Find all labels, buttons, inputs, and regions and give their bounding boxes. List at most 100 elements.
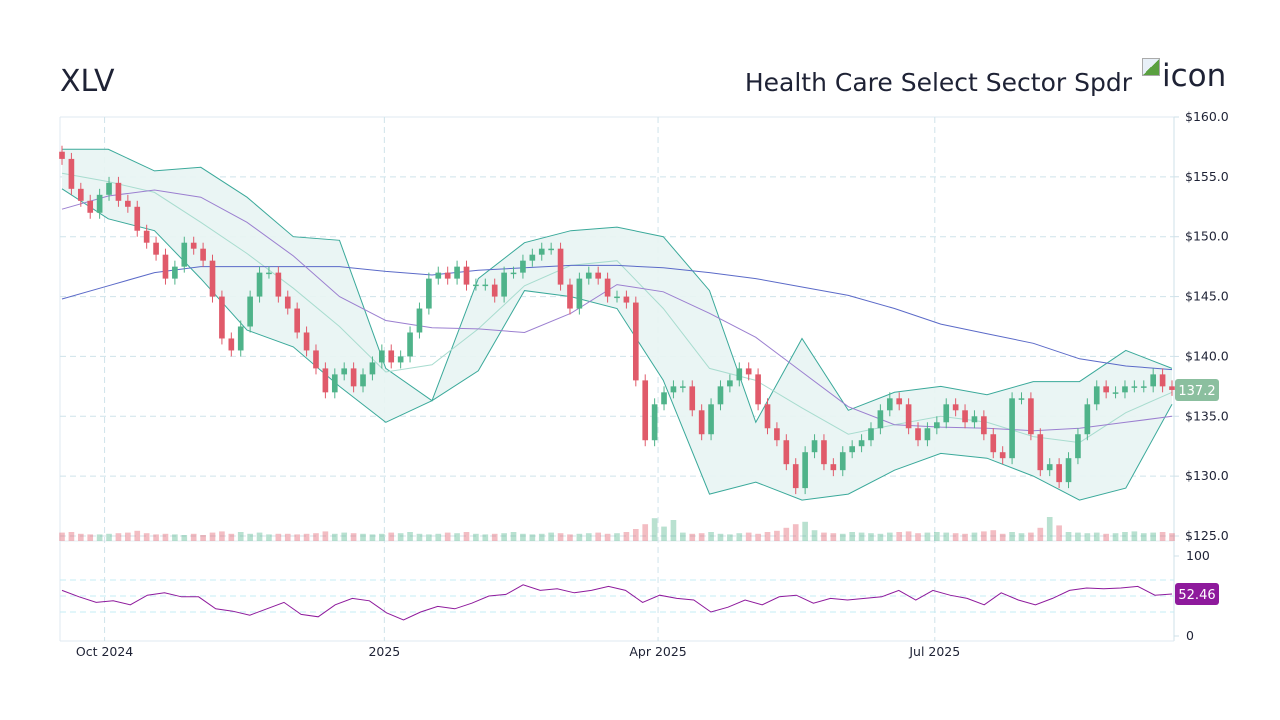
candle-body bbox=[416, 308, 423, 333]
candle-body bbox=[708, 404, 714, 435]
volume-bar bbox=[858, 532, 865, 541]
volume-bar bbox=[1140, 533, 1147, 541]
rsi-line bbox=[61, 584, 1173, 621]
candle-body bbox=[266, 272, 272, 275]
volume-bar bbox=[96, 534, 103, 541]
volume-bar bbox=[266, 534, 272, 541]
candle-body bbox=[106, 182, 112, 195]
volume-bar bbox=[1018, 533, 1025, 541]
logo-alt-text: icon bbox=[1162, 58, 1227, 94]
volume-bar bbox=[125, 532, 131, 541]
volume-bar bbox=[397, 533, 404, 541]
volume-bar bbox=[1056, 525, 1062, 541]
volume-bar bbox=[416, 533, 423, 541]
volume-bar bbox=[538, 533, 545, 541]
candle-body bbox=[952, 404, 959, 411]
candle-body bbox=[811, 440, 818, 453]
candle-body bbox=[934, 422, 940, 429]
candle-body bbox=[237, 326, 244, 351]
volume-bar bbox=[971, 532, 978, 541]
candle-body bbox=[1112, 392, 1119, 394]
fund-logo: icon bbox=[1142, 58, 1226, 94]
volume-bar bbox=[1093, 532, 1100, 541]
last-price-badge bbox=[1175, 378, 1219, 401]
candle-body bbox=[821, 440, 827, 465]
price-tick-label: $145.0 bbox=[1185, 289, 1229, 304]
rsi-value-label: 52.46 bbox=[1178, 588, 1215, 603]
volume-bar bbox=[1103, 533, 1109, 541]
volume-bar bbox=[585, 533, 592, 541]
volume-bar bbox=[698, 533, 705, 541]
volume-bar bbox=[849, 532, 855, 541]
candle-body bbox=[595, 272, 602, 279]
volume-bar bbox=[200, 535, 206, 541]
candle-body bbox=[510, 272, 517, 275]
candle-body bbox=[849, 446, 855, 453]
volume-bar bbox=[247, 533, 253, 541]
volume-bar bbox=[774, 530, 780, 541]
volume-bar bbox=[896, 532, 903, 541]
volume-bar bbox=[529, 534, 536, 541]
price-tick-label: $135.0 bbox=[1185, 408, 1229, 423]
volume-bar bbox=[209, 532, 216, 541]
candle-body bbox=[1140, 386, 1147, 388]
candle-body bbox=[350, 368, 357, 387]
candle-body bbox=[1150, 374, 1157, 387]
candle-body bbox=[454, 266, 460, 279]
volume-bar bbox=[962, 533, 968, 541]
rsi-value-badge bbox=[1175, 583, 1219, 606]
candle-body bbox=[360, 374, 366, 387]
volume-bar bbox=[473, 533, 479, 541]
candle-body bbox=[247, 296, 253, 327]
ticker-symbol: XLV bbox=[60, 64, 115, 99]
volume-bar bbox=[764, 532, 771, 541]
volume-bar bbox=[736, 533, 743, 541]
candle-body bbox=[858, 440, 865, 447]
volume-bar bbox=[661, 526, 667, 541]
candle-body bbox=[1084, 404, 1091, 435]
volume-bar bbox=[322, 531, 329, 541]
price-tick-label: $140.0 bbox=[1185, 348, 1229, 363]
candle-body bbox=[369, 362, 376, 375]
candle-body bbox=[322, 368, 329, 393]
candle-body bbox=[284, 296, 291, 309]
candle-body bbox=[971, 416, 978, 423]
candle-body bbox=[1065, 458, 1072, 483]
candle-body bbox=[981, 416, 987, 435]
candle-body bbox=[435, 272, 442, 279]
volume-bar bbox=[839, 533, 846, 541]
volume-bar bbox=[219, 531, 225, 541]
candle-body bbox=[87, 200, 94, 213]
candle-body bbox=[604, 278, 611, 297]
date-tick-label: Jul 2025 bbox=[908, 644, 960, 659]
candle-body bbox=[623, 296, 630, 303]
ma50-line bbox=[61, 189, 1173, 432]
volume-bar bbox=[999, 533, 1006, 541]
candle-body bbox=[896, 398, 903, 405]
price-tick-label: $160.0 bbox=[1185, 109, 1229, 124]
volume-bar bbox=[943, 532, 950, 541]
price-tick-label: $125.0 bbox=[1185, 528, 1229, 543]
volume-bar bbox=[360, 533, 366, 541]
candle-body bbox=[388, 350, 395, 363]
candle-body bbox=[125, 200, 131, 207]
volume-bar bbox=[1112, 533, 1119, 541]
candle-body bbox=[331, 374, 338, 393]
volume-bar bbox=[275, 533, 282, 541]
volume-bar bbox=[708, 532, 714, 541]
volume-bar bbox=[463, 532, 470, 541]
candle-body bbox=[830, 464, 837, 471]
volume-bar bbox=[444, 532, 451, 541]
candle-body bbox=[463, 266, 470, 285]
date-tick-label: Oct 2024 bbox=[76, 644, 133, 659]
candle-body bbox=[256, 272, 263, 297]
candle-body bbox=[585, 272, 592, 279]
broken-image-icon bbox=[1142, 58, 1160, 76]
candle-body bbox=[172, 266, 178, 279]
candle-body bbox=[661, 392, 667, 405]
volume-bar bbox=[106, 533, 112, 541]
volume-bar bbox=[802, 521, 808, 541]
candle-body bbox=[999, 452, 1006, 459]
volume-bar bbox=[604, 533, 611, 541]
